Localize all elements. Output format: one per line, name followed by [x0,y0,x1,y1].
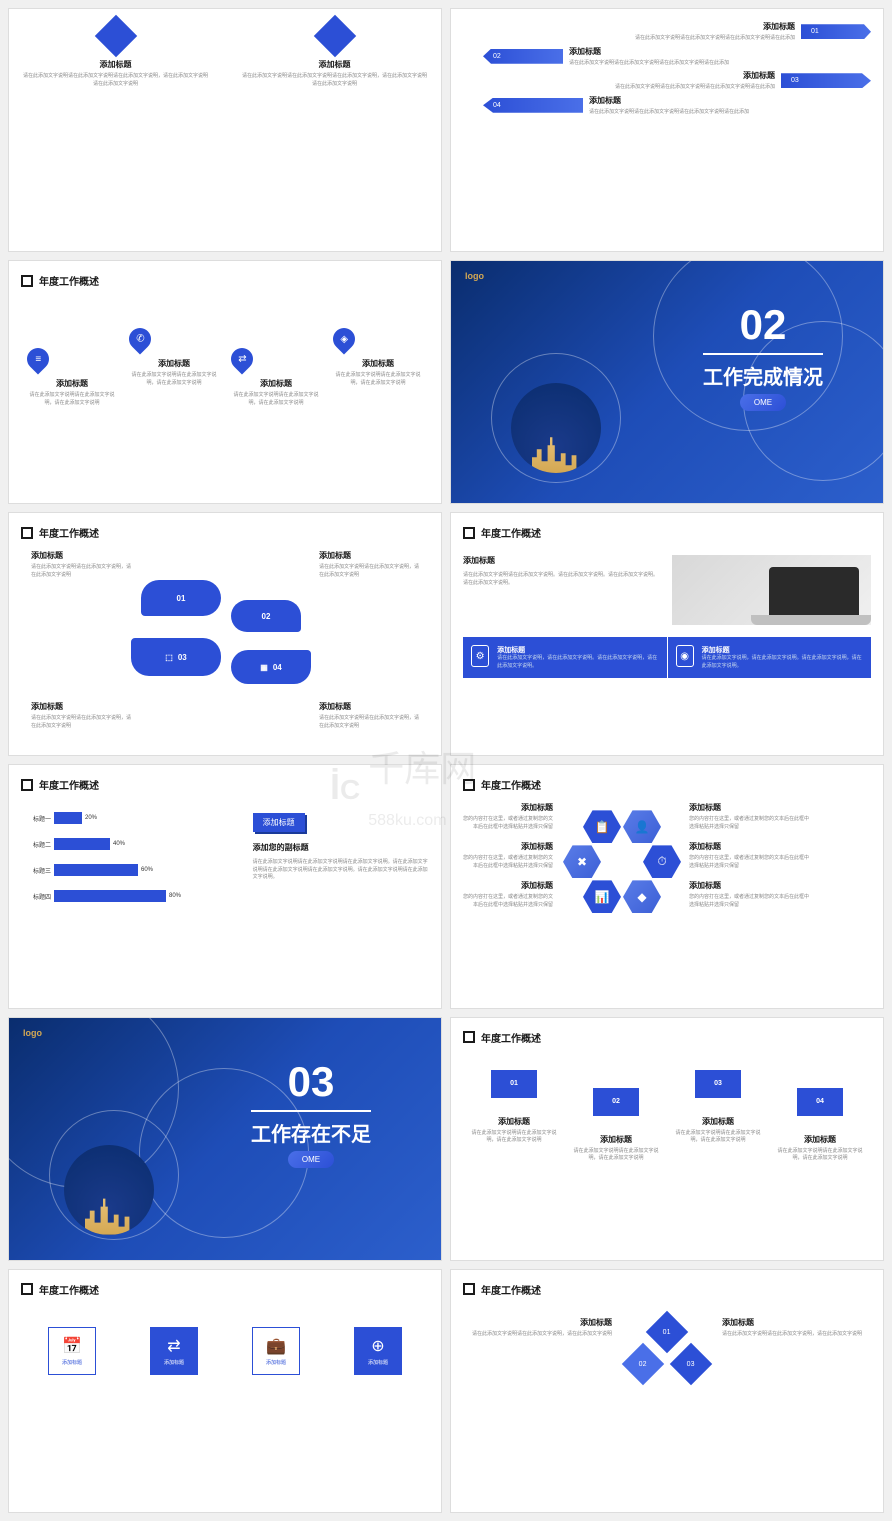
section-title: 工作完成情况 [703,353,823,390]
slide-3: 年度工作概述 ≡添加标题请在此添加文字说明请在此添加文字说明，请在此添加文字说明… [8,260,442,504]
city-icon [511,383,601,473]
slide-8: 年度工作概述 添加标题您的内容打在这里，或者通过复制您的文本后在此框中选择粘贴并… [450,764,884,1008]
pin-icon: ✆ [125,324,156,355]
title: 添加标题 [240,59,429,70]
logo: logo [465,271,484,281]
desc: 请在此添加文字说明请在此添加文字说明请在此添加文字说明，请在此添加文字说明请在此… [21,73,210,88]
slide-10: 年度工作概述 01添加标题请在此添加文字说明请在此添加文字说明，请在此添加文字说… [450,1017,884,1261]
slide-4-section: logo 02 工作完成情况 OME [450,260,884,504]
target-icon: ◉ [676,645,694,667]
slide-9-section: logo 03 工作存在不足 OME [8,1017,442,1261]
desc: 请在此添加文字说明请在此添加文字说明请在此添加文字说明，请在此添加文字说明请在此… [240,73,429,88]
bar-chart: 标题一20%标题二40%标题三60%标题四80% [21,812,233,916]
diamond-cluster: 01 02 03 [622,1317,712,1427]
slide-6: 年度工作概述 添加标题 请在此添加文字说明请在此添加文字说明。请在此添加文字说明… [450,512,884,756]
gear-icon: ⚙ [471,645,489,667]
hexagon-cluster: 📋 👤 ✖ ⏱ 📊 ◆ [561,802,681,942]
pill: OME [740,394,786,411]
pin-icon: ≡ [23,344,54,375]
title: 添加标题 [21,59,210,70]
section-number: 02 [703,301,823,349]
slide-1: 添加标题 请在此添加文字说明请在此添加文字说明请在此添加文字说明，请在此添加文字… [8,8,442,252]
slide-5: 年度工作概述 添加标题请在此添加文字说明请在此添加文字说明，请在此添加文字说明 … [8,512,442,756]
slide-11: 年度工作概述 📅添加标题⇄添加标题💼添加标题⊕添加标题 [8,1269,442,1513]
pin-icon: ⇄ [227,344,258,375]
section-header: 年度工作概述 [21,273,429,288]
slide-7: 年度工作概述 标题一20%标题二40%标题三60%标题四80% 添加标题 添加您… [8,764,442,1008]
pin-icon: ◈ [329,324,360,355]
slide-12: 年度工作概述 添加标题 请在此添加文字说明请在此添加文字说明，请在此添加文字说明… [450,1269,884,1513]
laptop-image [672,555,871,625]
slide-2: 添加标题请在此添加文字说明请在此添加文字说明请在此添加文字说明请在此添加 01 … [450,8,884,252]
